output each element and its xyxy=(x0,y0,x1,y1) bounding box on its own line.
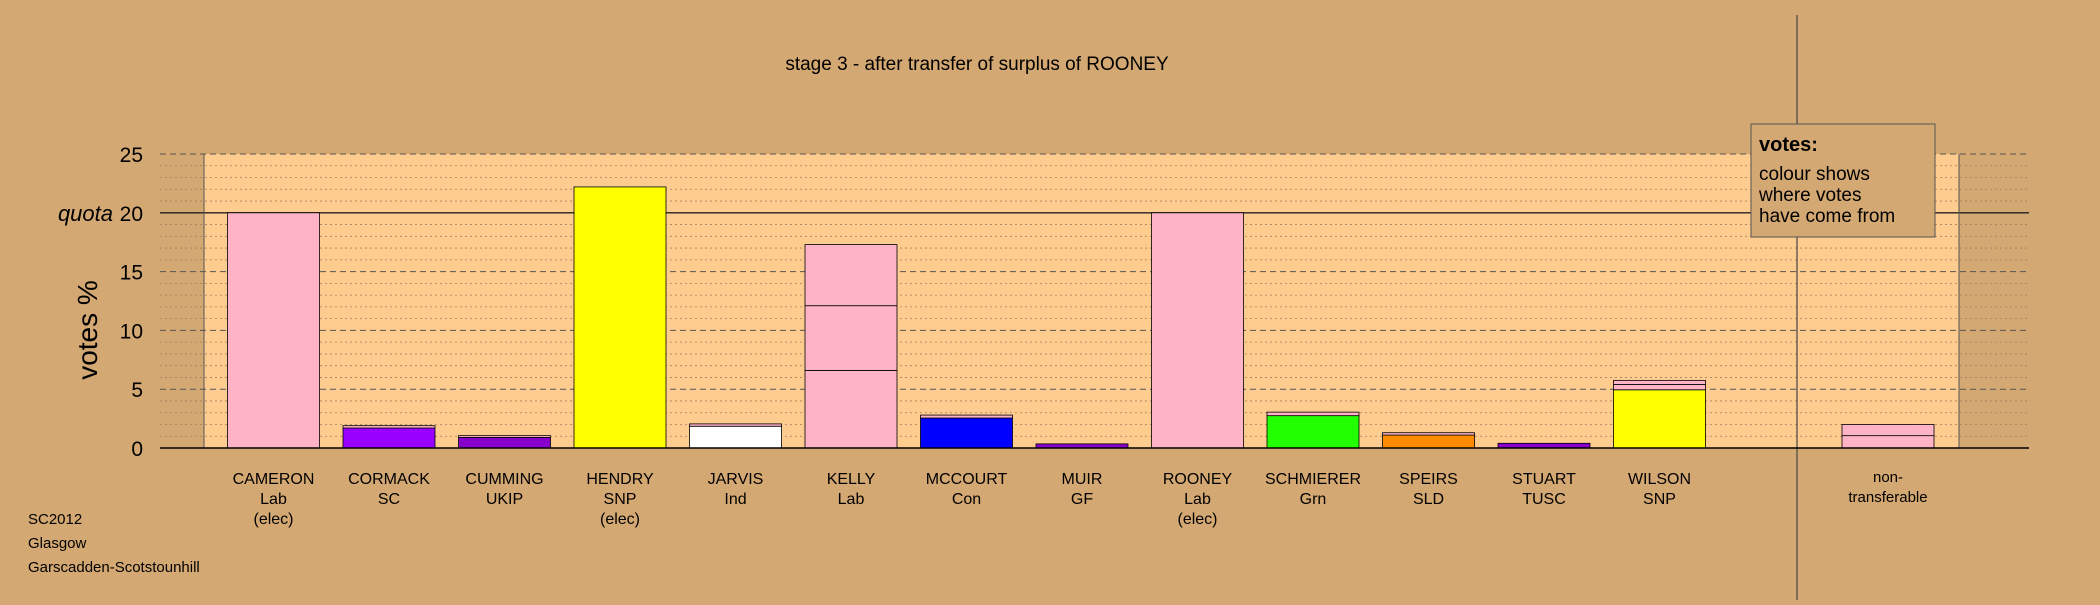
y-tick-label: 25 xyxy=(120,144,143,167)
x-tick-label: SPEIRS xyxy=(1399,471,1458,488)
bar-kelly xyxy=(804,244,898,449)
bar-speirs xyxy=(1382,432,1475,449)
y-tick-label: 15 xyxy=(120,262,143,285)
x-tick-label: WILSON xyxy=(1628,471,1691,488)
bar-segment xyxy=(804,244,898,307)
bar-segment xyxy=(1613,384,1706,391)
y-tick-label: 20 xyxy=(120,203,143,226)
x-tick-label: SC xyxy=(378,491,400,508)
x-tick-label: ROONEY xyxy=(1163,471,1233,488)
x-tick-label: SLD xyxy=(1413,491,1444,508)
bar-segment xyxy=(342,427,436,449)
bar-hendry xyxy=(573,186,667,449)
bar-segment xyxy=(1613,389,1706,449)
bar-segment xyxy=(1266,415,1360,449)
bar-segment xyxy=(458,435,551,438)
y-axis: 0 5 10 15 20 25 xyxy=(120,144,143,461)
x-tick-label: (elec) xyxy=(600,511,640,528)
bars xyxy=(227,186,1935,449)
x-tick-label: GF xyxy=(1071,491,1093,508)
plot-margin-right xyxy=(1959,154,2029,448)
bar-segment xyxy=(227,212,320,449)
bar-segment xyxy=(689,423,782,427)
x-tick-label: Con xyxy=(952,491,981,508)
x-tick-label: SNP xyxy=(1643,491,1676,508)
x-tick-label: KELLY xyxy=(827,471,876,488)
bar-segment xyxy=(1151,212,1244,449)
x-tick-label: CORMACK xyxy=(348,471,430,488)
bar-segment xyxy=(1841,424,1935,437)
legend-box: votes: colour shows where votes have com… xyxy=(1750,123,1936,238)
footer-line: Garscadden-Scotstounhill xyxy=(28,559,200,576)
bar-rooney xyxy=(1151,212,1244,449)
legend-line: where votes xyxy=(1758,185,1861,206)
bar-segment xyxy=(1382,432,1475,436)
x-tick-label: STUART xyxy=(1512,471,1576,488)
x-tick-label: HENDRY xyxy=(586,471,654,488)
footer-line: Glasgow xyxy=(28,535,87,552)
footer-line: SC2012 xyxy=(28,511,82,528)
bar-cumming xyxy=(458,435,551,449)
x-tick-label: JARVIS xyxy=(708,471,764,488)
bar-segment xyxy=(1266,411,1360,417)
x-tick-label: Ind xyxy=(724,491,746,508)
quota-label: quota xyxy=(58,201,113,226)
x-tick-label: SNP xyxy=(604,491,637,508)
x-tick-label: Lab xyxy=(838,491,865,508)
bar-wilson xyxy=(1613,379,1706,449)
bar-segment xyxy=(920,414,1013,419)
bar-nontransferable xyxy=(1841,424,1935,449)
legend-line: have come from xyxy=(1759,206,1895,227)
x-tick-label: MCCOURT xyxy=(926,471,1008,488)
x-tick-label: MUIR xyxy=(1062,471,1103,488)
x-tick-label: Grn xyxy=(1300,491,1327,508)
x-tick-label: UKIP xyxy=(486,491,523,508)
chart-title: stage 3 - after transfer of surplus of R… xyxy=(785,54,1169,75)
y-tick-label: 0 xyxy=(131,438,143,461)
y-tick-label: 5 xyxy=(131,379,143,402)
bar-segment xyxy=(1613,379,1706,385)
x-tick-label: (elec) xyxy=(1177,511,1217,528)
x-tick-label: (elec) xyxy=(253,511,293,528)
bar-segment xyxy=(342,425,436,429)
bar-segment xyxy=(689,425,782,449)
x-tick-label: non- xyxy=(1873,469,1903,486)
legend-line: colour shows xyxy=(1759,164,1870,185)
x-tick-label: CUMMING xyxy=(465,471,543,488)
x-tick-label: TUSC xyxy=(1522,491,1566,508)
footer: SC2012 Glasgow Garscadden-Scotstounhill xyxy=(28,511,200,576)
x-axis-labels: CAMERON Lab (elec) CORMACK SC CUMMING UKIP HEND… xyxy=(233,469,1928,528)
y-tick-label: 10 xyxy=(120,320,143,343)
x-tick-label: Lab xyxy=(1184,491,1211,508)
bar-segment xyxy=(1841,435,1935,449)
grid-lines xyxy=(160,153,2029,437)
bar-segment xyxy=(1382,434,1475,449)
bar-segment xyxy=(458,437,551,449)
bar-jarvis xyxy=(689,423,782,449)
x-tick-label: CAMERON xyxy=(233,471,315,488)
bar-cameron xyxy=(227,212,320,449)
bar-segment xyxy=(573,186,667,449)
x-tick-label: transferable xyxy=(1848,489,1927,506)
bar-segment xyxy=(804,369,898,449)
y-axis-label: votes % xyxy=(72,280,103,380)
bar-segment xyxy=(804,305,898,371)
bar-mccourt xyxy=(920,414,1013,449)
bar-segment xyxy=(920,417,1013,449)
x-tick-label: Lab xyxy=(260,491,287,508)
bar-cormack xyxy=(342,425,436,449)
bar-schmierer xyxy=(1266,411,1360,449)
x-tick-label: SCHMIERER xyxy=(1265,471,1361,488)
plot-margin-left xyxy=(160,154,204,448)
legend-title: votes: xyxy=(1759,134,1818,156)
